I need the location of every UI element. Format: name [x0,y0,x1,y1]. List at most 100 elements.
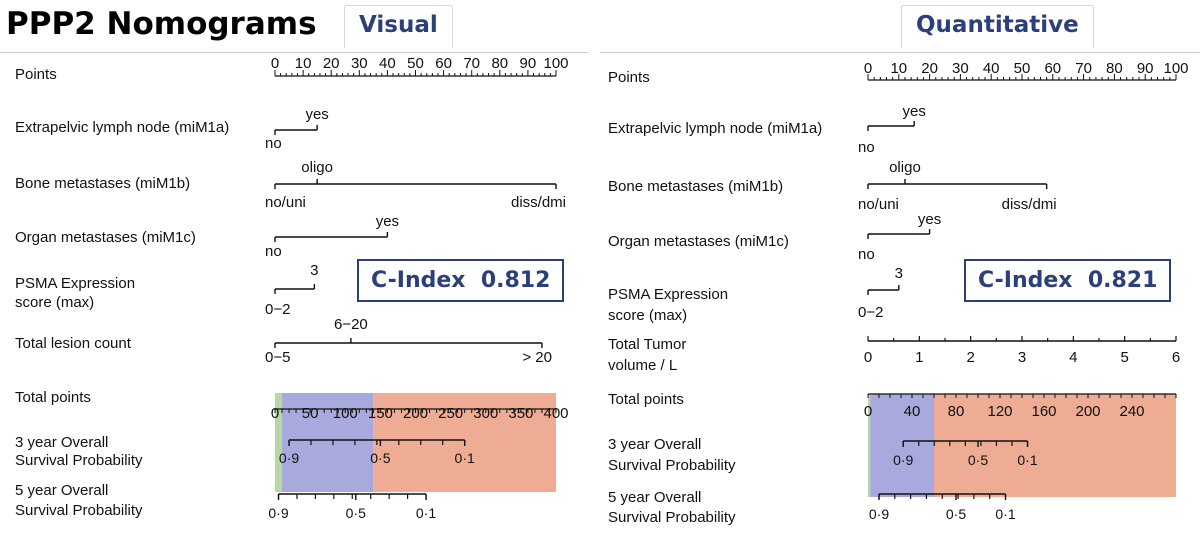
variable-level-label: diss/dmi [1002,196,1057,213]
risk-band-green [868,394,871,497]
points-axis-tick-label: 60 [1044,60,1061,77]
variable-level-label: no [265,135,282,152]
right-panel-divider [600,52,1200,53]
total-points-tick-label: 120 [987,403,1012,420]
continuous-variable-tick-label: 6 [1172,349,1180,366]
total-points-tick-label: 240 [1119,403,1144,420]
points-axis-tick-label: 0 [864,60,872,77]
points-axis-tick-label: 50 [1014,60,1031,77]
continuous-variable-tick-label: 1 [915,349,923,366]
total-points-label: Total points [608,391,684,408]
continuous-variable-tick-label: 4 [1069,349,1077,366]
survival-tick-label: 0·9 [893,452,913,468]
survival-label: 5 year Overall [608,489,701,506]
points-axis-tick-label: 70 [463,55,480,72]
survival-label: Survival Probability [15,502,143,519]
panel-gap [588,0,600,538]
variable-label: Bone metastases (miM1b) [608,178,783,195]
variable-level-label: > 20 [522,349,552,366]
total-points-tick-label: 100 [333,405,358,422]
total-points-tick-label: 80 [948,403,965,420]
variable-label: score (max) [15,294,94,311]
total-points-tick-label: 250 [438,405,463,422]
survival-tick-label: 0·1 [995,506,1015,522]
variable-level-label: 0−5 [265,349,290,366]
panel-title-quantitative: Quantitative [902,6,1093,48]
survival-tick-label: 0·1 [455,450,475,466]
variable-level-label: oligo [889,159,921,176]
survival-tick-label: 0·9 [869,506,889,522]
points-axis-label: Points [608,69,650,86]
survival-label: Survival Probability [15,452,143,469]
survival-tick-label: 0·9 [279,450,299,466]
variable-level-label: yes [903,103,926,120]
left-panel-divider [0,52,588,53]
variable-level-label: no [858,139,875,156]
points-axis-tick-label: 40 [983,60,1000,77]
points-axis-tick-label: 80 [1106,60,1123,77]
variable-label: Extrapelvic lymph node (miM1a) [15,119,229,136]
total-points-tick-label: 400 [543,405,568,422]
c-index-value: 0.812 [480,268,551,293]
total-points-label: Total points [15,389,91,406]
variable-level-label: oligo [301,159,333,176]
total-points-tick-label: 40 [904,403,921,420]
risk-band-orange [934,394,1176,497]
survival-tick-label: 0·5 [370,450,390,466]
variable-level-label: yes [918,211,941,228]
points-axis-tick-label: 10 [295,55,312,72]
variable-level-label: yes [305,106,328,123]
c-index-box-visual: C-Index 0.812 [357,259,565,302]
risk-band-blue [870,394,934,497]
survival-label: 3 year Overall [608,436,701,453]
survival-tick-label: 0·5 [968,452,988,468]
risk-band-blue [282,393,374,492]
variable-label: Total lesion count [15,335,132,352]
continuous-variable-tick-label: 5 [1120,349,1128,366]
variable-label: Organ metastases (miM1c) [15,229,196,246]
variable-level-label: no/uni [858,196,899,213]
points-axis-tick-label: 30 [351,55,368,72]
total-points-tick-label: 200 [403,405,428,422]
c-index-label: C-Index [978,268,1073,293]
total-points-tick-label: 50 [302,405,319,422]
variable-level-label: yes [376,213,399,230]
points-axis-tick-label: 50 [407,55,424,72]
variable-level-label: no [858,246,875,263]
survival-tick-label: 0·9 [268,505,288,521]
variable-level-label: no/uni [265,194,306,211]
c-index-value: 0.821 [1087,268,1158,293]
variable-label: PSMA Expression [608,286,728,303]
total-points-tick-label: 0 [864,403,872,420]
variable-label: Extrapelvic lymph node (miM1a) [608,120,822,137]
survival-label: 3 year Overall [15,434,108,451]
survival-tick-label: 0·1 [416,505,436,521]
variable-level-label: 0−2 [265,301,290,318]
points-axis-tick-label: 90 [520,55,537,72]
total-points-tick-label: 0 [271,405,279,422]
variable-level-label: 3 [310,262,318,279]
c-index-label: C-Index [371,268,466,293]
variable-level-label: 0−2 [858,304,883,321]
points-axis-tick-label: 100 [543,55,568,72]
points-axis-tick-label: 80 [491,55,508,72]
points-axis-tick-label: 40 [379,55,396,72]
points-axis-tick-label: 100 [1163,60,1188,77]
panel-title-visual: Visual [345,6,452,48]
variable-label: Bone metastases (miM1b) [15,175,190,192]
points-axis-tick-label: 60 [435,55,452,72]
variable-level-label: diss/dmi [511,194,566,211]
variable-level-label: 3 [895,265,903,282]
variable-label: Organ metastases (miM1c) [608,233,789,250]
c-index-box-quantitative: C-Index 0.821 [964,259,1172,302]
slide-title: PPP2 Nomograms [6,6,317,42]
total-points-tick-label: 150 [368,405,393,422]
points-axis-tick-label: 70 [1075,60,1092,77]
continuous-variable-tick-label: 3 [1018,349,1026,366]
points-axis-tick-label: 20 [323,55,340,72]
points-axis-tick-label: 20 [921,60,938,77]
total-points-tick-label: 200 [1075,403,1100,420]
points-axis-tick-label: 30 [952,60,969,77]
